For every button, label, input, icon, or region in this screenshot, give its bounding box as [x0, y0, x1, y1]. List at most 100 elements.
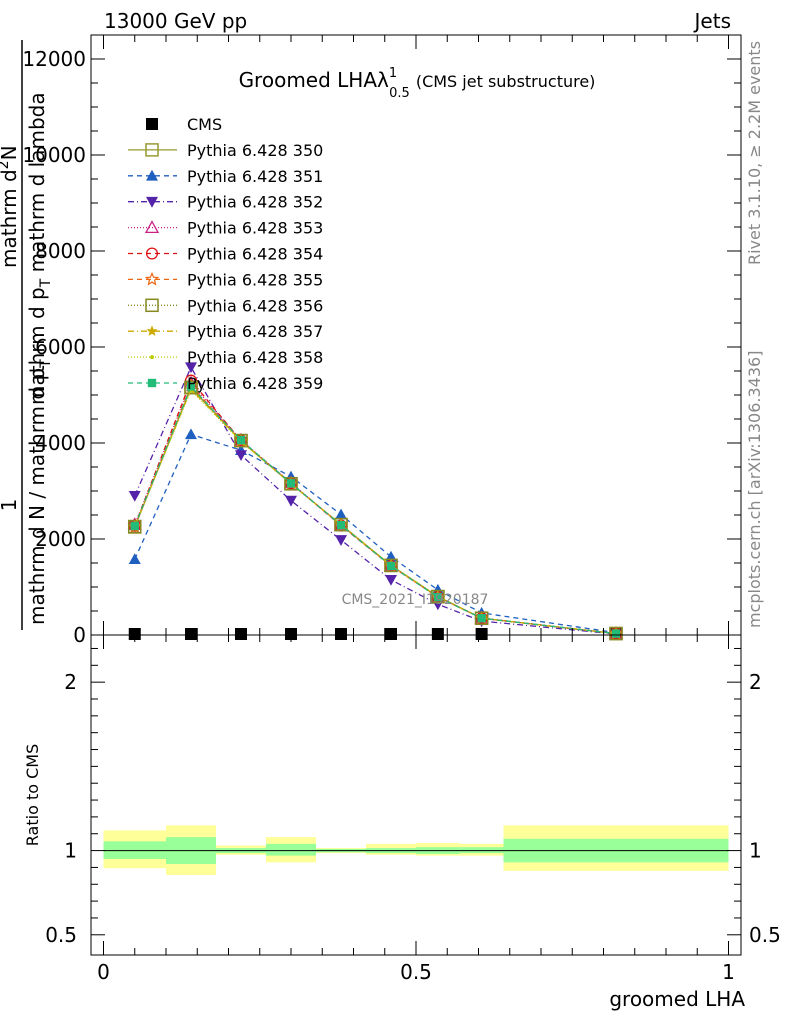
- series-7-point: [431, 589, 445, 604]
- analysis-watermark: CMS_2021_I1920187: [342, 592, 489, 608]
- main-y-tick-label: 6000: [35, 335, 86, 359]
- series-10-point: [130, 521, 139, 531]
- main-y-tick-label: 12000: [22, 47, 86, 71]
- x-tick-label: 0: [97, 960, 110, 984]
- series-7-point: [184, 380, 198, 395]
- chart-title: Groomed LHAλ1 0.5 (CMS jet substructure): [239, 66, 596, 101]
- ratio-y-tick-label-right: 1: [749, 839, 762, 863]
- series-3-point: [185, 362, 197, 374]
- legend-label: Pythia 6.428 353: [187, 219, 323, 238]
- series-10-point: [236, 435, 246, 445]
- series-0-point: [335, 628, 347, 640]
- series-7-point: [284, 477, 298, 491]
- series-10-point: [336, 520, 346, 530]
- title-superscript: 1: [389, 66, 397, 81]
- main-y-axis: 0 2000 4000 6000 8000 10000 12000: [22, 34, 741, 647]
- ylabel-denominator: mathrm d N / mathrm d pT: [25, 359, 54, 625]
- legend-marker: [144, 220, 160, 234]
- series-10-point: [186, 382, 196, 391]
- main-y-tick-label: 8000: [35, 239, 86, 263]
- legend-marker: [145, 298, 159, 313]
- series-7-point: [609, 626, 623, 641]
- ratio-y-tick-label: 1: [64, 839, 77, 863]
- ylabel-rn-end: N: [0, 145, 21, 160]
- series-2-point: [335, 508, 347, 520]
- series-0-point: [431, 628, 444, 640]
- title-subscript: 0.5: [389, 86, 410, 101]
- ylabel-right-denominator: mathrm d pT mathrm d lambda: [25, 92, 54, 405]
- series-0-point: [185, 628, 197, 640]
- header-collision-label: 13000 GeV pp: [104, 9, 247, 33]
- ratio-y-axis: 0.5 0.5 1 1 2 2: [45, 647, 781, 947]
- ratio-plot-frame: [90, 634, 742, 956]
- ratio-x-axis: 0 0.5 1: [97, 635, 735, 984]
- ratio-y-tick-label: 2: [64, 670, 77, 694]
- ylabel-numerator: 1: [0, 499, 21, 512]
- legend: CMS Pythia 6.428 350 Pythia 6.428 351 Pythi…: [128, 115, 323, 393]
- ylabel-rd-text: mathrm d p: [25, 287, 49, 405]
- series-2-point: [128, 553, 141, 564]
- title-note: (CMS jet substructure): [416, 72, 596, 91]
- series-7-point: [384, 558, 398, 573]
- ratio-y-tick-label-right: 0.5: [749, 923, 781, 947]
- main-y-tick-label: 2000: [35, 527, 86, 551]
- mcplots-credit-label: mcplots.cern.ch [arXiv:1306.3436]: [745, 351, 764, 628]
- series-10-point: [286, 479, 296, 488]
- series-7-point: [474, 611, 489, 625]
- legend-label: Pythia 6.428 351: [187, 167, 323, 186]
- main-y-tick-label: 0: [73, 623, 86, 647]
- legend-label: Pythia 6.428 354: [187, 245, 323, 264]
- main-y-axis-label: 1 mathrm d N / mathrm d pT mathrm d2N ma…: [0, 40, 54, 630]
- ylabel-rd-sub: T: [38, 278, 54, 288]
- series-3-point: [285, 495, 297, 507]
- series-2-point: [185, 428, 197, 440]
- legend-marker: [146, 325, 158, 336]
- ratio-plot-panel: 0.5 0.51 12 2 0 0.5 1 Ratio to CMS groomed LH…: [23, 634, 781, 1011]
- legend-marker: [145, 143, 159, 157]
- series-line-4: [134, 381, 617, 635]
- title-main: Groomed LHAλ: [239, 68, 389, 92]
- series-line-3: [134, 365, 617, 635]
- series-3-point: [385, 575, 397, 586]
- rivet-version-label: Rivet 3.1.10, ≥ 2.2M events: [745, 41, 764, 265]
- legend-label: Pythia 6.428 356: [187, 296, 323, 315]
- ratio-y-tick-label: 0.5: [45, 923, 77, 947]
- main-y-tick-label: 10000: [22, 143, 86, 167]
- series-10-point: [433, 592, 443, 602]
- legend-marker: [150, 355, 154, 360]
- main-x-axis-ticks: [103, 35, 729, 635]
- legend-label: Pythia 6.428 355: [187, 270, 323, 289]
- ylabel-rd-end: mathrm d lambda: [25, 92, 49, 278]
- series-3-point: [128, 491, 141, 502]
- legend-label: Pythia 6.428 350: [187, 141, 323, 160]
- main-y-tick-label: 4000: [35, 431, 86, 455]
- main-series-layer: [127, 362, 624, 641]
- legend-label: Pythia 6.428 357: [187, 322, 323, 341]
- legend-marker: [146, 118, 158, 130]
- legend-marker: [147, 378, 157, 388]
- series-10-point: [477, 614, 486, 623]
- main-plot-panel: 0 2000 4000 6000 8000 10000 12000 CMS_2021_I19…: [0, 34, 742, 647]
- legend-marker: [146, 196, 158, 208]
- series-0-point: [385, 628, 397, 640]
- series-10-point: [611, 629, 621, 638]
- series-0-point: [235, 628, 247, 640]
- series-3-point: [235, 450, 247, 461]
- ylabel-rn-text: mathrm d: [0, 169, 21, 268]
- legend-marker: [145, 247, 159, 260]
- ylabel-rn-sup: 2: [0, 160, 12, 169]
- ratio-band-inner: [266, 843, 316, 856]
- ratio-y-tick-label-right: 2: [749, 670, 762, 694]
- legend-label: Pythia 6.428 352: [187, 193, 323, 212]
- legend-marker: [146, 169, 158, 181]
- header-category-label: Jets: [693, 9, 731, 33]
- x-axis-label: groomed LHA: [609, 987, 745, 1011]
- legend-marker: [144, 271, 160, 286]
- legend-label: Pythia 6.428 358: [187, 348, 323, 367]
- ylabel-right-numerator: mathrm d2N: [0, 145, 21, 268]
- x-tick-label: 1: [722, 960, 735, 984]
- ylabel-denominator-sub: T: [38, 359, 54, 369]
- x-tick-label: 0.5: [400, 960, 432, 984]
- series-7-point: [334, 517, 348, 532]
